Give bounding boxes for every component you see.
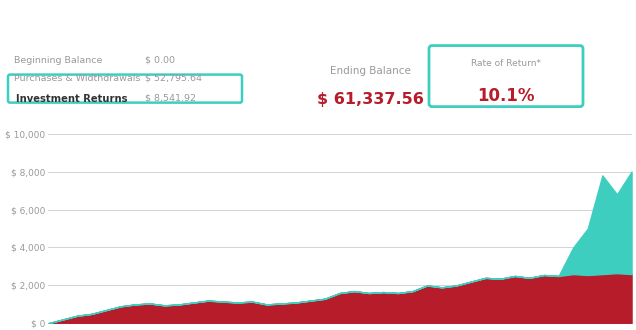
Text: $ 52,795.64: $ 52,795.64 [145, 74, 202, 82]
Text: 10.1%: 10.1% [477, 86, 535, 105]
Text: Beginning Balance: Beginning Balance [14, 55, 102, 65]
Text: $ 8,541.92: $ 8,541.92 [145, 94, 196, 103]
Text: Investment Returns: Investment Returns [16, 94, 127, 104]
Text: Purchases & Widthdrawals: Purchases & Widthdrawals [14, 74, 141, 82]
Text: Rate of Return*: Rate of Return* [471, 59, 541, 68]
Text: Ending Balance: Ending Balance [329, 66, 410, 76]
Text: $ 61,337.56: $ 61,337.56 [317, 92, 424, 107]
Text: $ 0.00: $ 0.00 [145, 55, 175, 65]
Text: PERSONAL PERFORMANCE: PERSONAL PERFORMANCE [10, 15, 258, 33]
